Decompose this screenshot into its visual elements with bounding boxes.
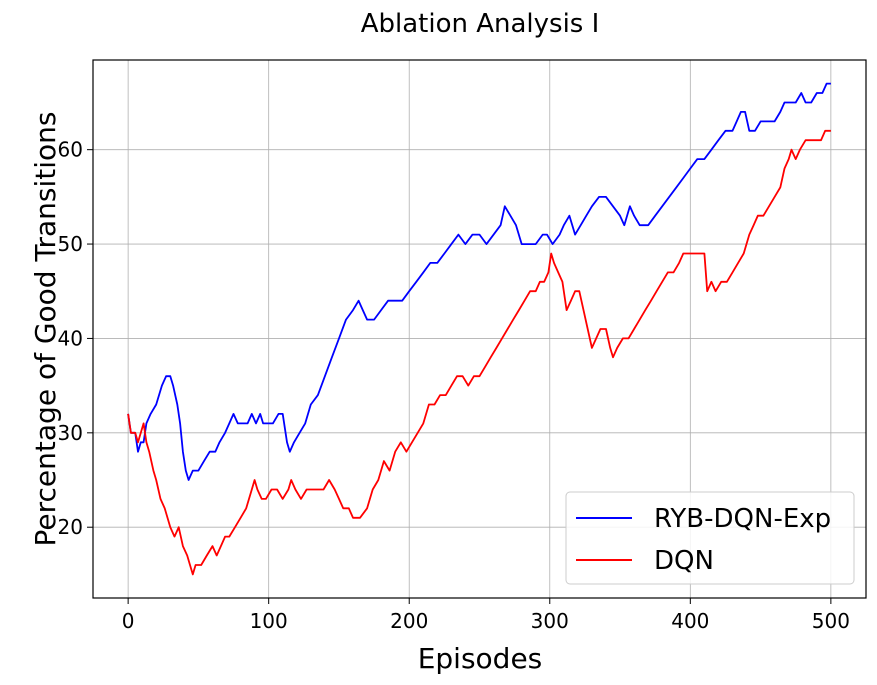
x-tick-label: 400 [671,609,709,633]
y-tick-label: 20 [58,515,83,539]
y-tick-label: 30 [58,421,83,445]
legend-label-2: DQN [654,546,714,576]
x-tick-label: 0 [122,609,135,633]
y-tick-label: 50 [58,232,83,256]
legend-box [565,491,855,585]
y-axis-label: Percentage of Good Transitions [29,112,62,547]
y-tick-label: 60 [58,138,83,162]
y-tick-label: 40 [58,326,83,350]
x-tick-label: 100 [250,609,288,633]
x-tick-label: 200 [390,609,428,633]
x-tick-label: 300 [531,609,569,633]
legend-label-1: RYB-DQN-Exp [654,504,831,534]
x-tick-label: 500 [812,609,850,633]
legend: RYB-DQN-Exp DQN [565,491,855,585]
x-axis-label: Episodes [418,642,543,675]
plot-frame [92,59,867,599]
series-line-1 [127,82,831,481]
chart-title: Ablation Analysis I [361,9,600,39]
grid-lines [93,60,866,598]
axis-ticks: 0 100 200 300 400 500 20 30 40 50 60 [58,138,850,633]
series-line-2 [127,129,831,576]
series-lines [127,82,831,576]
